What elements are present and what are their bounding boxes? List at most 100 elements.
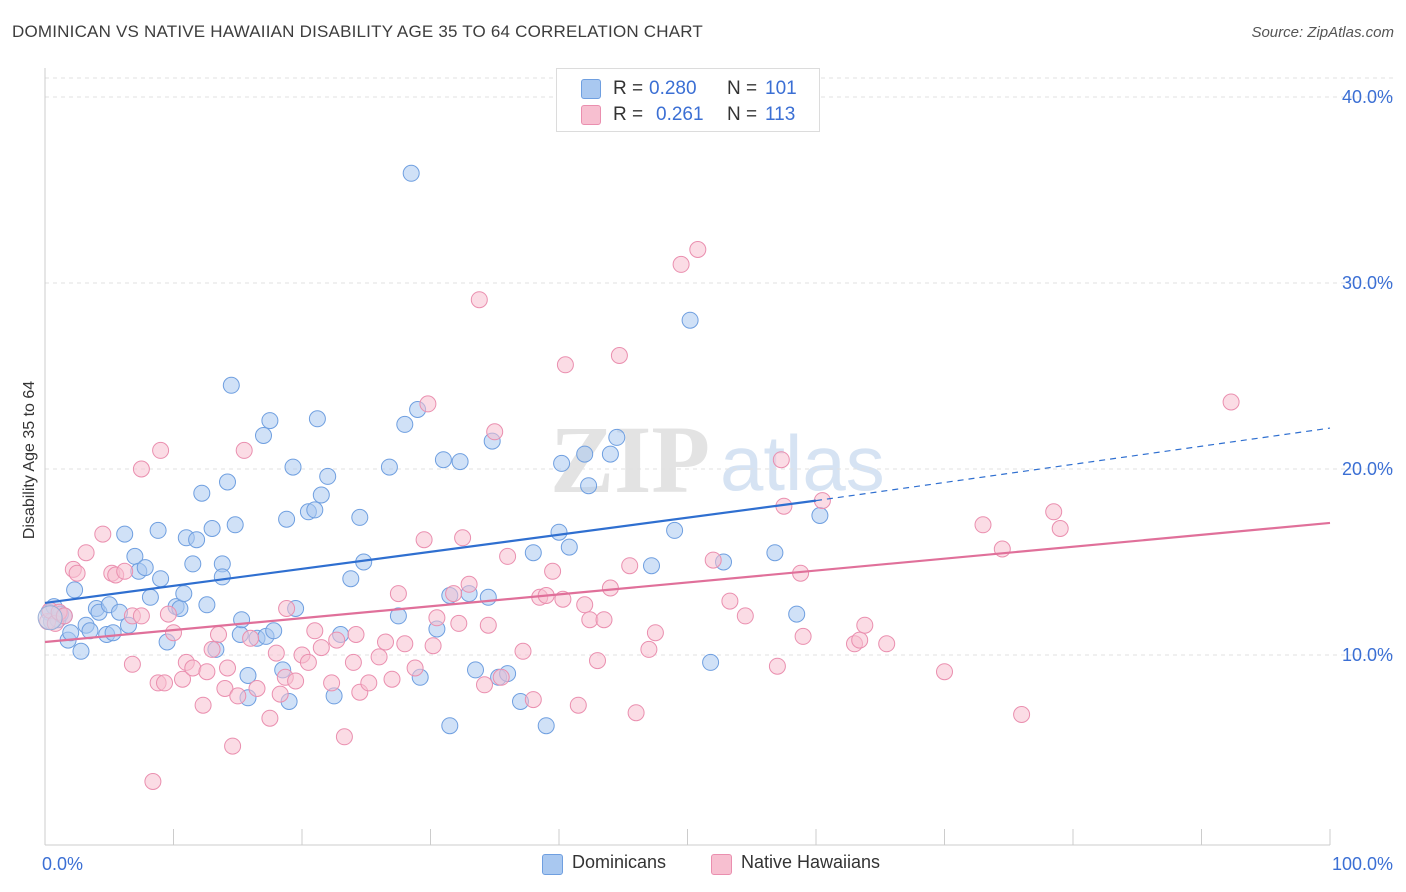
dominican-point <box>188 531 206 549</box>
native-hawaiian-point <box>878 635 896 653</box>
native-hawaiian-point <box>415 531 433 549</box>
dominicans-swatch <box>581 79 601 99</box>
dominican-point <box>152 570 170 588</box>
dominican-point <box>226 516 244 534</box>
native-hawaiian-point <box>77 544 95 562</box>
dominican-point <box>380 458 398 476</box>
native-hawaiian-point <box>203 640 221 658</box>
dominican-point <box>149 521 167 539</box>
native-hawaiian-point <box>479 616 497 634</box>
dominican-trend-line <box>44 499 817 605</box>
native-hawaiian-point <box>132 460 150 478</box>
dominican-point <box>389 607 407 625</box>
native-hawaiian-point <box>229 687 247 705</box>
native-hawaiian-point <box>306 622 324 640</box>
y-tick-label: 40.0% <box>1342 87 1393 107</box>
dominican-point <box>261 412 279 430</box>
native-hawaiian-point <box>856 616 874 634</box>
dominican-point <box>537 717 555 735</box>
dominican-point <box>104 624 122 642</box>
native-hawaiian-point <box>184 659 202 677</box>
native-hawaiian-point <box>704 551 722 569</box>
dominican-point <box>198 596 216 614</box>
r-value: 0.261 <box>656 104 704 125</box>
native-hawaiian-point <box>194 696 212 714</box>
x-tick-label-max: 100.0% <box>1332 854 1393 874</box>
dominican-point <box>811 507 829 524</box>
x-tick-label-min: 0.0% <box>42 854 83 874</box>
dominican-point <box>319 467 337 485</box>
dominican-point <box>136 559 154 577</box>
native-hawaiian-point <box>216 680 234 697</box>
dominican-point <box>467 661 484 679</box>
dominicans-legend-swatch <box>542 854 563 875</box>
native-hawaiian-point <box>851 631 869 649</box>
dominican-point <box>66 581 84 599</box>
native-hawaiian-point <box>335 728 353 746</box>
native-hawaiian-point <box>610 347 628 364</box>
native-hawaiian-point <box>621 557 639 575</box>
native-hawaiian-point <box>152 441 170 459</box>
dominican-point <box>351 508 369 526</box>
native-hawaiian-point <box>768 657 786 675</box>
dominican-point <box>116 525 134 543</box>
native-hawaiian-point <box>1051 520 1069 537</box>
native-hawaiians-legend-swatch <box>711 854 732 875</box>
dominican-point <box>608 428 626 446</box>
dominican-point <box>524 544 542 562</box>
native-hawaiian-point <box>450 614 468 632</box>
native-hawaiian-point <box>198 663 216 681</box>
native-hawaiian-point <box>389 585 407 603</box>
native-hawaiian-point <box>224 737 242 755</box>
cluster-point <box>37 605 63 631</box>
native-hawaiian-point <box>344 653 362 671</box>
native-hawaiian-point <box>721 592 739 610</box>
dominican-point <box>560 538 578 556</box>
dominican-point <box>175 585 193 603</box>
correlation-stats-box: R = 0.280 N = 101 R = 0.261 N = 113 <box>556 68 820 132</box>
native-hawaiian-point <box>406 659 424 677</box>
native-hawaiian-point <box>514 642 532 660</box>
watermark-atlas: atlas <box>720 419 885 507</box>
dominican-point <box>550 523 568 541</box>
native-hawaiian-point <box>370 648 388 666</box>
dominican-trend-line-extension <box>815 427 1331 502</box>
native-hawaiian-point <box>454 529 472 547</box>
dominican-point <box>72 642 90 660</box>
dominican-point <box>788 605 806 623</box>
native-hawaiian-point <box>672 255 690 273</box>
dominican-point <box>278 510 296 528</box>
native-hawaiian-point <box>556 356 574 374</box>
native-hawaiian-point <box>499 547 517 565</box>
dominican-point <box>402 164 420 182</box>
native-hawaiian-point <box>267 644 285 662</box>
dominican-point <box>265 622 283 640</box>
dominican-point <box>219 473 236 491</box>
native-hawaiian-point <box>287 672 305 690</box>
native-hawaiian-point <box>123 655 141 673</box>
dominican-point <box>396 415 414 433</box>
native-hawaiian-point <box>278 600 296 617</box>
native-hawaiian-point <box>156 674 173 692</box>
dominican-point <box>312 486 330 504</box>
n-value: 113 <box>765 104 796 125</box>
native-hawaiian-point <box>486 423 504 441</box>
native-hawaiian-point <box>94 525 112 543</box>
native-hawaiian-point <box>794 627 812 645</box>
native-hawaiian-point <box>383 670 401 688</box>
dominican-point <box>643 557 660 575</box>
chart-title: DOMINICAN VS NATIVE HAWAIIAN DISABILITY … <box>12 22 704 41</box>
native-hawaiian-point <box>470 291 488 309</box>
native-hawaiian-point <box>396 635 414 653</box>
native-hawaiian-point <box>689 241 707 258</box>
dominican-point <box>239 667 257 684</box>
dominican-point <box>434 451 452 469</box>
y-tick-label: 10.0% <box>1342 645 1393 665</box>
native-hawaiian-point <box>424 637 442 655</box>
native-hawaiian-point <box>974 516 992 534</box>
dominican-point <box>203 520 221 537</box>
native-hawaiian-point <box>328 631 346 649</box>
r-value: 0.280 <box>649 78 697 99</box>
y-tick-label: 30.0% <box>1342 273 1393 293</box>
legend-label: Native Hawaiians <box>741 852 881 872</box>
